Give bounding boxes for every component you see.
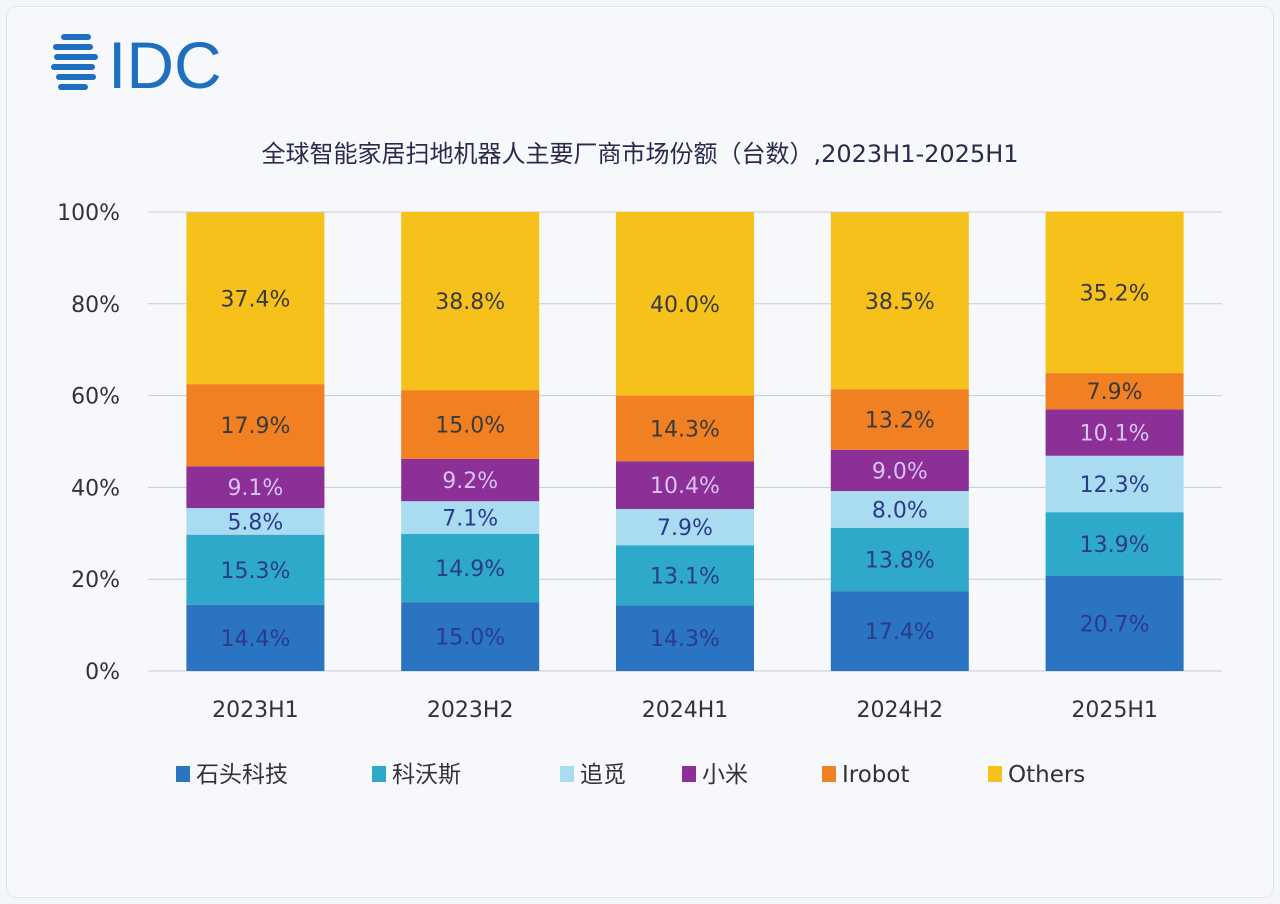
legend-item: 小米: [682, 762, 748, 788]
data-label: 14.4%: [220, 627, 290, 652]
x-tick-label: 2025H1: [1071, 698, 1158, 723]
bar-segment: [1045, 512, 1184, 576]
data-label: 20.7%: [1080, 612, 1150, 637]
chart-title: 全球智能家居扫地机器人主要厂商市场份额（台数）,2023H1-2025H1: [261, 140, 1018, 168]
logo-text: IDC: [108, 28, 222, 102]
bar-segment: [830, 389, 969, 450]
x-tick-label: 2023H1: [212, 698, 299, 723]
legend-label: Irobot: [842, 762, 910, 788]
y-tick-label: 0%: [85, 660, 120, 685]
bar-segment: [186, 212, 325, 385]
bar-segment: [616, 545, 754, 606]
bar-segment: [830, 491, 969, 528]
data-label: 14.3%: [650, 627, 720, 652]
legend-label: Others: [1008, 762, 1085, 788]
bar-segment: [830, 591, 969, 671]
bar-segment: [616, 212, 754, 396]
legend-label: 小米: [702, 762, 748, 788]
data-label: 15.3%: [220, 559, 290, 584]
legend-item: 石头科技: [176, 762, 288, 788]
bar-segment: [401, 390, 540, 459]
data-label: 17.4%: [865, 620, 935, 645]
bar-segment: [401, 533, 540, 603]
bar-segment: [401, 602, 540, 671]
bar-segment: [186, 604, 325, 671]
y-tick-label: 20%: [71, 568, 120, 593]
bar-segment: [830, 527, 969, 592]
y-tick-label: 40%: [71, 476, 120, 501]
legend-label: 石头科技: [196, 762, 288, 788]
bar-segment: [401, 501, 540, 534]
bar-segment: [186, 534, 325, 605]
data-label: 9.1%: [227, 476, 283, 501]
data-label: 8.0%: [872, 498, 928, 523]
data-label: 10.1%: [1080, 422, 1150, 447]
legend-swatch: [372, 766, 386, 782]
data-label: 37.4%: [220, 287, 290, 312]
legend-item: 追觅: [560, 762, 626, 788]
data-label: 5.8%: [227, 510, 283, 535]
bar-segment: [1045, 575, 1184, 671]
bar-segment: [186, 384, 325, 467]
legend-item: Others: [988, 762, 1085, 788]
idc-logo: IDC: [51, 28, 222, 102]
bar-stack-2024H2: 17.4% 13.8% 8.0% 9.0% 13.2% 38.5%: [830, 212, 969, 671]
data-label: 7.9%: [1087, 380, 1143, 405]
legend-swatch: [682, 766, 696, 782]
bar-segment: [616, 395, 754, 462]
data-label: 9.2%: [442, 469, 498, 494]
bar-segment: [616, 461, 754, 509]
data-label: 17.9%: [220, 414, 290, 439]
legend-swatch: [560, 766, 574, 782]
bar-stack-2023H2: 15.0% 14.9% 7.1% 9.2% 15.0% 38.8%: [401, 212, 540, 671]
data-label: 13.8%: [865, 548, 935, 573]
bar-segment: [401, 212, 540, 391]
bar-stack-2025H1: 20.7% 13.9% 12.3% 10.1% 7.9% 35.2%: [1045, 211, 1184, 671]
globe-icon: [51, 34, 98, 90]
bar-segment: [186, 508, 325, 535]
data-label: 13.9%: [1080, 533, 1150, 558]
y-tick-label: 100%: [57, 201, 120, 226]
bar-stack-2024H1: 14.3% 13.1% 7.9% 10.4% 14.3% 40.0%: [616, 212, 754, 671]
bar-segment: [1045, 409, 1184, 456]
data-label: 10.4%: [650, 474, 720, 499]
bar-segment: [830, 212, 969, 390]
legend-item: Irobot: [822, 762, 910, 788]
data-label: 14.9%: [435, 557, 505, 582]
bar-segment: [830, 449, 969, 492]
bar-segment: [186, 466, 325, 509]
legend-swatch: [176, 766, 190, 782]
data-label: 15.0%: [435, 626, 505, 651]
legend-swatch: [822, 766, 836, 782]
bar-segment: [401, 458, 540, 502]
bar-segment: [1045, 211, 1184, 374]
data-label: 15.0%: [435, 414, 505, 439]
bar-segment: [616, 605, 754, 671]
x-tick-label: 2024H1: [642, 698, 729, 723]
y-tick-label: 80%: [71, 293, 120, 318]
data-label: 14.3%: [650, 417, 720, 442]
x-tick-label: 2024H2: [857, 698, 944, 723]
data-label: 38.5%: [865, 290, 935, 315]
bar-segment: [1045, 455, 1184, 513]
data-label: 38.8%: [435, 290, 505, 315]
y-tick-label: 60%: [71, 385, 120, 410]
legend-label: 科沃斯: [392, 762, 461, 788]
data-label: 13.2%: [865, 408, 935, 433]
bar-segment: [616, 508, 754, 546]
data-label: 13.1%: [650, 564, 720, 589]
legend-swatch: [988, 766, 1002, 782]
data-label: 35.2%: [1080, 281, 1150, 306]
bar-stack-2023H1: 14.4% 15.3% 5.8% 9.1% 17.9% 37.4%: [186, 212, 325, 671]
data-label: 9.0%: [872, 459, 928, 484]
bar-segment: [1045, 373, 1184, 410]
data-label: 7.9%: [657, 516, 713, 541]
legend-label: 追觅: [580, 762, 626, 788]
legend-item: 科沃斯: [372, 762, 461, 788]
data-label: 12.3%: [1080, 473, 1150, 498]
data-label: 40.0%: [650, 293, 720, 318]
data-label: 7.1%: [442, 506, 498, 531]
x-tick-label: 2023H2: [427, 698, 514, 723]
